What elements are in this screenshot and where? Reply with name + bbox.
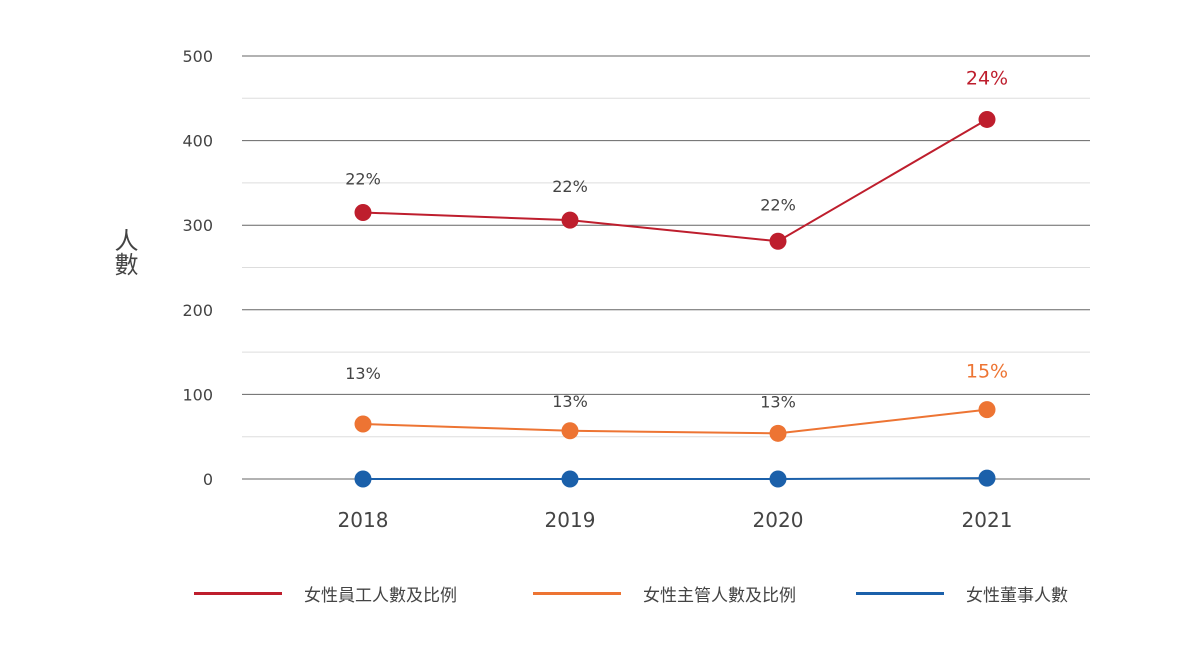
y-tick-label: 500 [182,47,213,66]
data-point [769,424,787,442]
x-tick-label: 2019 [545,508,596,532]
legend-label-female-directors: 女性董事人數 [966,585,1068,606]
legend-item-female-directors: 女性董事人數 [856,576,1068,610]
data-point [354,470,372,488]
data-label: 22% [552,177,588,196]
y-tick-label: 100 [182,385,213,404]
y-tick-label: 200 [182,301,213,320]
data-label: 13% [552,392,588,411]
data-point [561,470,579,488]
data-point [354,204,372,222]
data-label: 15% [966,361,1008,383]
data-point [978,110,996,128]
series-line [362,118,988,243]
y-tick-label: 300 [182,216,213,235]
y-axis-title: 人數 [110,228,138,276]
data-point [978,469,996,487]
y-tick-label: 0 [203,470,213,489]
legend-item-female-employees: 女性員工人數及比例 [194,576,457,610]
x-tick-label: 2021 [962,508,1013,532]
series-line [363,477,988,480]
x-tick-label: 2020 [753,508,804,532]
legend-item-female-managers: 女性主管人數及比例 [533,576,796,610]
data-label: 24% [966,67,1008,89]
legend-label-female-managers: 女性主管人數及比例 [643,585,796,606]
data-point [354,415,372,433]
data-label: 22% [345,170,381,189]
legend-line-female-employees [194,591,282,595]
data-point [978,401,996,419]
data-point [561,211,579,229]
series-line [362,408,988,435]
data-point [769,470,787,488]
legend-label-female-employees: 女性員工人數及比例 [304,585,457,606]
data-label: 22% [760,195,796,214]
data-point [769,232,787,250]
data-point [561,422,579,440]
y-tick-label: 400 [182,132,213,151]
legend: 女性員工人數及比例 女性主管人數及比例 女性董事人數 [0,576,1200,610]
data-label: 13% [760,392,796,411]
legend-line-female-directors [856,591,944,595]
data-label: 13% [345,364,381,383]
x-tick-label: 2018 [338,508,389,532]
legend-line-female-managers [533,591,621,595]
